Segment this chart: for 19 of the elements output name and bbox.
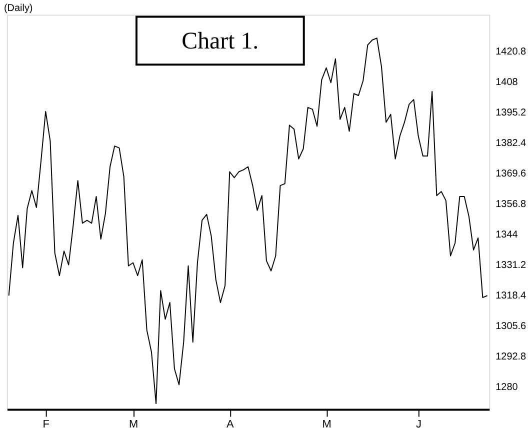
y-tick-label: 1305.6 [496,320,527,332]
chart-title: (Daily) [4,2,33,14]
y-tick-label: 1331.2 [496,260,527,271]
y-tick-label: 1395.2 [496,107,527,118]
y-tick-label: 1356.8 [496,198,527,210]
y-tick-label: 1382.4 [496,138,527,149]
y-tick-label: 1408 [496,76,518,88]
x-tick-label: A [226,418,235,431]
y-tick-label: 1369.6 [496,168,527,180]
x-tick-label: F [42,418,50,431]
y-tick-label: 1280 [496,382,518,393]
x-tick-label: J [416,418,422,431]
y-tick-label: 1420.8 [496,46,527,58]
x-tick-label: M [128,418,138,431]
y-tick-label: 1292.8 [496,351,527,362]
y-tick-label: 1344 [496,229,518,240]
annotation: Chart 1. [182,28,259,55]
y-tick-label: 1318.4 [496,290,527,302]
x-tick-label: M [322,418,332,431]
